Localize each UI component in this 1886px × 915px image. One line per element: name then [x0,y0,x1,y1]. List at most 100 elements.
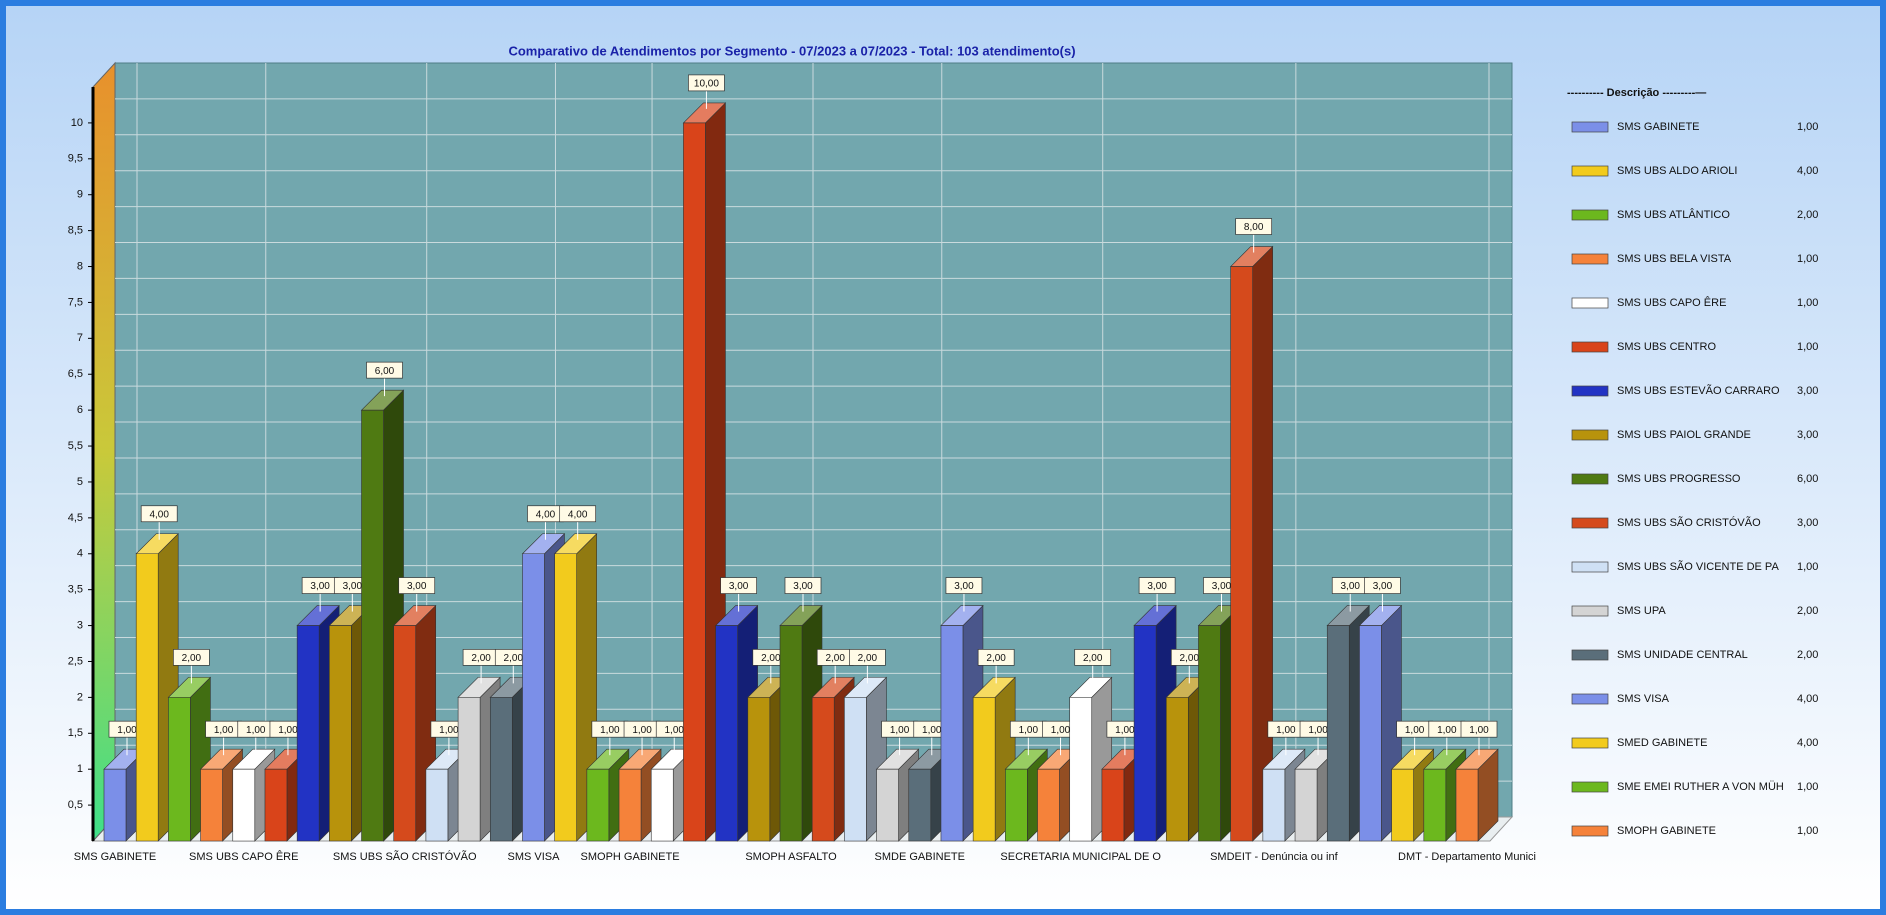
legend-value: 1,00 [1797,253,1818,265]
legend-label: SMED GABINETE [1617,737,1707,749]
bar-front [779,625,803,842]
label-box [366,361,403,379]
legend-title: ---------- Descrição ---------— [1567,87,1706,99]
y-tick-label: 9,5 [68,153,83,165]
legend-value: 1,00 [1797,825,1818,837]
bar-front [329,625,352,842]
legend-swatch [1571,385,1609,397]
bar-front [650,768,674,842]
x-tick-label: SMS VISA [507,851,560,863]
legend-label: SMS UPA [1617,605,1666,617]
legend-value: 4,00 [1797,693,1818,705]
bar [1455,748,1499,842]
bar-front [908,768,932,842]
y-tick-label: 1 [77,763,83,775]
legend-swatch [1571,825,1609,837]
data-label: 1,00 [1276,725,1296,736]
y-tick-label: 3,5 [68,584,83,596]
data-label: 2,00 [182,653,202,664]
legend-label: SMS UBS SÃO VICENTE DE PA [1617,560,1779,573]
bar-front [1069,697,1093,842]
bar-front [135,553,159,842]
legend-swatch [1571,693,1609,705]
data-label: 3,00 [954,581,974,592]
data-label: 1,00 [890,725,910,736]
legend-swatch [1571,473,1609,485]
bar-side [1252,245,1273,842]
data-label: 1,00 [1051,725,1071,736]
bar-front [1037,768,1060,842]
bar-front [168,697,191,842]
data-label: 3,00 [793,581,813,592]
y-tick-label: 5 [77,476,83,488]
legend-swatch [1571,165,1609,177]
bar-front [361,409,384,842]
bar-front [1423,768,1447,842]
bar-front [1455,768,1479,842]
y-tick-label: 5,5 [68,440,83,452]
legend-swatch [1571,517,1609,529]
bar-front [844,697,867,842]
data-label: 1,00 [665,725,685,736]
label-box [1235,218,1273,235]
data-label: 6,00 [375,366,395,377]
y-tick-label: 2 [77,691,83,703]
data-label: 2,00 [504,653,524,664]
legend-label: SMS UBS ALDO ARIOLI [1617,165,1737,177]
bar-front [1198,625,1221,842]
legend-swatch [1571,253,1609,265]
bar-front [1230,266,1253,842]
label-box [1074,649,1112,666]
bar [553,533,598,842]
bar-front [1165,697,1189,842]
x-tick-label: SMS UBS CAPO ÊRE [189,850,298,863]
y-tick-label: 3 [77,619,83,631]
data-label: 1,00 [1115,725,1135,736]
bar-front [457,697,481,842]
data-label: 1,00 [600,725,620,736]
bar-front [425,768,449,842]
data-label: 3,00 [729,581,749,592]
legend-label: SMS UNIDADE CENTRAL [1617,649,1748,661]
label-box [1460,720,1498,738]
legend-label: SME EMEI RUTHER A VON MÜH [1617,781,1784,793]
data-label: 3,00 [1147,581,1167,592]
legend-swatch [1571,781,1609,793]
x-tick-label: DMT - Departamento Munici [1398,851,1536,863]
legend-label: SMS UBS BELA VISTA [1617,253,1732,265]
label-box [559,505,597,523]
chart-title: Comparativo de Atendimentos por Segmento… [508,43,1075,58]
bar-front [1294,768,1318,842]
x-tick-label: SMOPH ASFALTO [745,851,837,863]
legend-swatch [1571,341,1609,353]
data-label: 1,00 [922,725,942,736]
bar-front [811,697,835,842]
bar-front [715,625,738,842]
data-label: 2,00 [1180,653,1200,664]
bar-front [683,122,706,842]
bar-front [232,768,256,842]
label-box [398,577,436,594]
bar-front [522,553,545,842]
data-label: 2,00 [1083,653,1103,664]
y-tick-label: 6,5 [68,368,83,380]
bar-front [618,768,642,842]
data-label: 10,00 [694,79,719,90]
y-tick-label: 8,5 [68,225,83,237]
x-tick-label: SECRETARIA MUNICIPAL DE O [1000,851,1161,863]
bar-front [586,768,610,842]
data-label: 4,00 [149,509,169,520]
bar-front [489,697,513,842]
data-label: 3,00 [1341,581,1361,592]
data-label: 1,00 [1469,725,1489,736]
legend-swatch [1571,209,1609,221]
data-label: 3,00 [343,581,363,592]
legend-label: SMS UBS PAIOL GRANDE [1617,429,1751,441]
data-label: 4,00 [568,509,588,520]
bar-front [1262,768,1286,842]
data-label: 4,00 [536,509,556,520]
legend-value: 1,00 [1797,561,1818,573]
bar-front [264,768,288,842]
data-label: 3,00 [407,581,427,592]
